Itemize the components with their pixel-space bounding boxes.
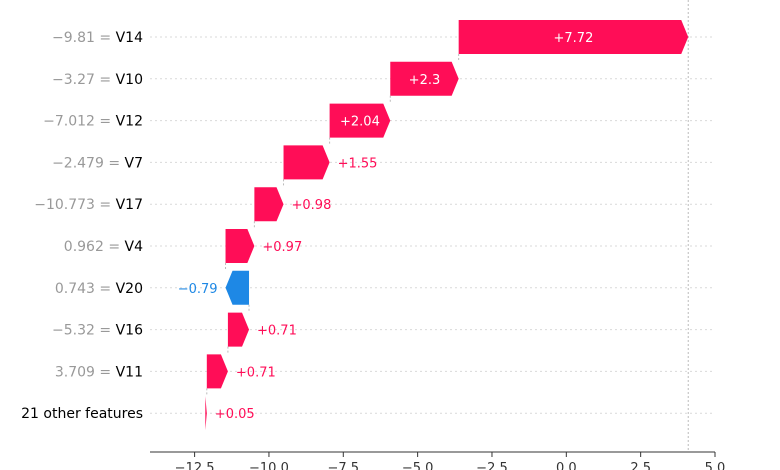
data-label: +2.3 bbox=[409, 73, 441, 88]
bar-v12 bbox=[329, 103, 391, 138]
feature-value: 0.962 = bbox=[64, 239, 125, 255]
bar-v17 bbox=[254, 187, 284, 222]
feature-name: V20 bbox=[116, 281, 143, 297]
x-tick-label: 0.0 bbox=[556, 461, 577, 470]
data-label: +1.55 bbox=[338, 156, 378, 171]
feature-name: V7 bbox=[125, 155, 143, 171]
x-tick-label: −5.0 bbox=[402, 461, 434, 470]
x-tick-label: 2.5 bbox=[630, 461, 651, 470]
x-tick-label: −10.0 bbox=[249, 461, 289, 470]
feature-name: V16 bbox=[116, 323, 143, 339]
feature-name: V12 bbox=[116, 114, 143, 130]
bar-21-other-features bbox=[205, 396, 207, 431]
x-axis: −12.5 −10.0 −7.5 −5.0 −2.5 0.0 2.5 5.0 bbox=[150, 451, 726, 470]
data-label: +2.04 bbox=[340, 115, 380, 130]
x-tick-label: −2.5 bbox=[476, 461, 508, 470]
feature-label: −3.27 = V10 bbox=[52, 72, 143, 88]
data-label: +0.05 bbox=[215, 407, 255, 422]
feature-name: V4 bbox=[125, 239, 144, 255]
data-label: −0.79 bbox=[178, 282, 218, 297]
x-tick-label: 5.0 bbox=[705, 461, 726, 470]
feature-value: −5.32 = bbox=[52, 323, 116, 339]
feature-name: 21 other features bbox=[21, 406, 143, 422]
bar-v7 bbox=[283, 145, 330, 180]
feature-label: 0.743 = V20 bbox=[55, 281, 143, 297]
feature-value: 0.743 = bbox=[55, 281, 116, 297]
bar-v11 bbox=[206, 354, 228, 389]
feature-value: −9.81 = bbox=[52, 30, 116, 46]
feature-value: −7.012 = bbox=[43, 114, 115, 130]
bar-v4 bbox=[225, 229, 255, 263]
data-label: +0.71 bbox=[257, 324, 297, 339]
feature-name: V11 bbox=[116, 364, 143, 380]
feature-label: −9.81 = V14 bbox=[52, 30, 143, 46]
feature-label: −7.012 = V12 bbox=[43, 114, 143, 130]
feature-value: 3.709 = bbox=[55, 364, 116, 380]
feature-label: 21 other features bbox=[21, 406, 143, 422]
feature-name: V17 bbox=[116, 197, 143, 213]
feature-value: −3.27 = bbox=[52, 72, 116, 88]
feature-value: −2.479 = bbox=[52, 155, 124, 171]
bar-v14 bbox=[458, 20, 689, 54]
feature-label: −2.479 = V7 bbox=[52, 155, 143, 171]
feature-value: −10.773 = bbox=[34, 197, 115, 213]
data-label: +0.71 bbox=[236, 365, 276, 380]
labels: +7.72 −9.81 = V14 +2.3 −3.27 = V10 +2.04 −7.0… bbox=[21, 30, 593, 422]
bars bbox=[205, 20, 689, 431]
data-label: +0.97 bbox=[262, 240, 302, 255]
feature-label: 0.962 = V4 bbox=[64, 239, 143, 255]
bar-v20 bbox=[225, 270, 250, 305]
bar-v10 bbox=[390, 61, 459, 96]
data-label: +0.98 bbox=[292, 198, 332, 213]
feature-name: V14 bbox=[116, 30, 143, 46]
data-label: +7.72 bbox=[554, 31, 594, 46]
feature-label: −10.773 = V17 bbox=[34, 197, 143, 213]
bar-v16 bbox=[227, 312, 250, 347]
x-tick-label: −7.5 bbox=[328, 461, 360, 470]
feature-name: V10 bbox=[116, 72, 143, 88]
feature-label: 3.709 = V11 bbox=[55, 364, 143, 380]
x-tick-label: −12.5 bbox=[175, 461, 215, 470]
feature-label: −5.32 = V16 bbox=[52, 323, 143, 339]
